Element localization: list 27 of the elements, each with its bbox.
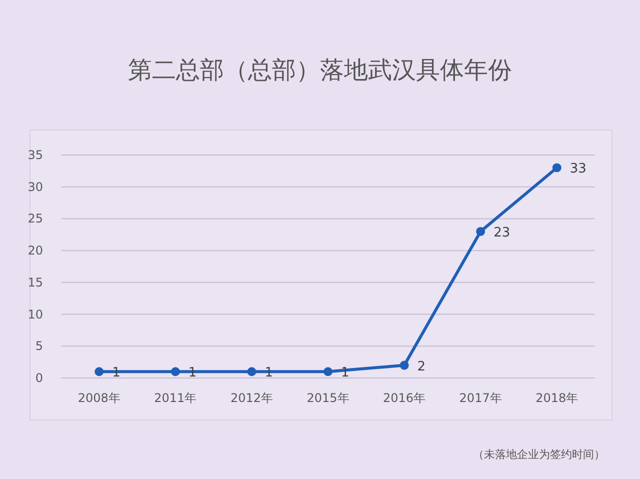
data-label: 23 [494,225,510,240]
point [552,163,562,172]
y-tick-label: 30 [28,180,43,194]
point [476,226,486,236]
x-tick-label: 2012年 [230,391,273,405]
point [324,367,332,376]
x-tick-label: 2008年 [78,391,120,405]
point [94,367,104,376]
x-tick-label: 2016年 [383,391,426,405]
title: 第二总部（总部）落地武汉具体年份 [128,56,512,84]
x-tick-label: 2018年 [536,391,578,405]
data-label: 33 [570,162,586,177]
point [400,360,409,370]
y-tick-label: 0 [35,371,43,385]
y-tick-label: 25 [28,212,43,226]
y-tick-label: 35 [28,148,43,162]
y-tick-label: 20 [28,244,43,258]
y-tick-label: 5 [35,339,43,354]
x-tick-label: 2011年 [154,391,197,405]
point [247,367,256,376]
text: （未落地企业为签约时间） [473,448,605,461]
y-tick-label: 15 [28,275,43,290]
data-label: 2 [417,359,426,374]
x-tick-label: 2015年 [306,391,350,405]
point [170,367,180,376]
x-tick-label: 2017年 [459,391,502,405]
y-tick-label: 10 [28,307,43,322]
